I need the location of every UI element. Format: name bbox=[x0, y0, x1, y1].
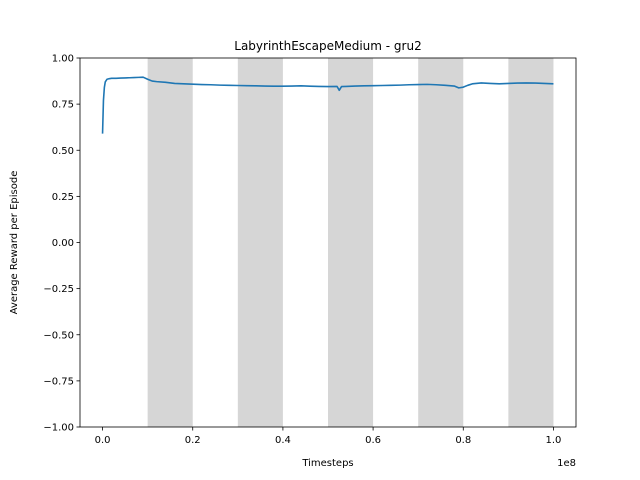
x-tick-label: 1.0 bbox=[546, 435, 562, 446]
shaded-interval-0 bbox=[147, 58, 193, 427]
y-tick-label: −0.50 bbox=[43, 330, 74, 341]
x-tick-label: 0.2 bbox=[185, 435, 201, 446]
shaded-interval-1 bbox=[237, 58, 283, 427]
series-lines bbox=[101, 76, 554, 134]
x-tick-label: 0.8 bbox=[455, 435, 471, 446]
y-tick-label: −0.75 bbox=[43, 376, 74, 387]
shaded-interval-4 bbox=[508, 58, 554, 427]
shaded-interval-3 bbox=[418, 58, 464, 427]
y-tick-label: −0.25 bbox=[43, 284, 74, 295]
y-axis-ticks: −1.00 −0.75 −0.50 −0.25 0.00 0.25 0.50 0.75 1.00 bbox=[43, 54, 80, 434]
chart-title: LabyrinthEscapeMedium - gru2 bbox=[234, 39, 421, 53]
x-axis-offset-text: 1e8 bbox=[557, 458, 576, 469]
x-tick-label: 0.0 bbox=[95, 435, 111, 446]
y-tick-label: 0.25 bbox=[52, 192, 74, 203]
y-tick-label: 1.00 bbox=[52, 54, 74, 65]
plot-area: 0.0 0.2 0.4 0.6 0.8 1.0 −1.00 −0.75 −0.50 −0.25 0… bbox=[43, 54, 577, 446]
shaded-intervals bbox=[147, 58, 554, 427]
shaded-interval-2 bbox=[328, 58, 374, 427]
x-axis-label: Timesteps bbox=[301, 458, 353, 469]
x-tick-label: 0.4 bbox=[275, 435, 291, 446]
x-tick-label: 0.6 bbox=[365, 435, 381, 446]
y-tick-label: 0.75 bbox=[52, 100, 74, 111]
y-tick-label: 0.00 bbox=[52, 238, 74, 249]
x-axis-ticks: 0.0 0.2 0.4 0.6 0.8 1.0 bbox=[95, 427, 562, 446]
series-line-0 bbox=[101, 76, 554, 134]
y-tick-label: −1.00 bbox=[43, 423, 74, 434]
y-axis-label: Average Reward per Episode bbox=[9, 171, 20, 315]
y-tick-label: 0.50 bbox=[52, 146, 74, 157]
